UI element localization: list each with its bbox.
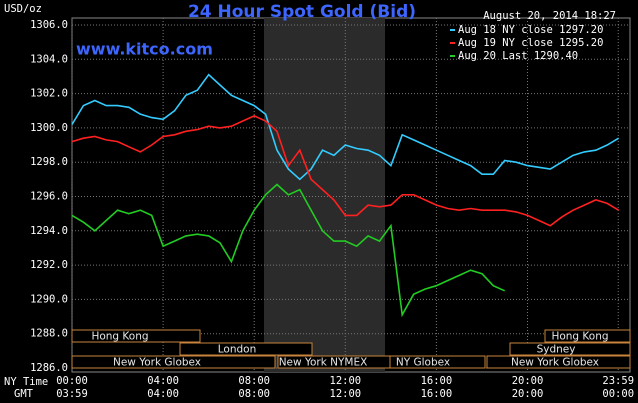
x2-tick-label: 20:00	[512, 388, 544, 400]
chart-title: 24 Hour Spot Gold (Bid)	[188, 2, 416, 22]
session-box	[71, 329, 201, 343]
session-label: NY Globex	[396, 357, 450, 369]
x-tick-label: 00:00	[56, 375, 88, 387]
y-tick-label: 1302.0	[30, 88, 68, 100]
session-box	[544, 329, 631, 343]
x2-tick-label: 12:00	[330, 388, 362, 400]
sessions: Hong Kong London New York Globex New Yor…	[71, 329, 631, 369]
session-label: Hong Kong	[551, 331, 608, 343]
x-tick-label: 12:00	[330, 375, 362, 387]
y-tick-label: 1292.0	[30, 259, 68, 271]
y-tick-label: 1306.0	[30, 19, 68, 31]
x-tick-label: 23:59	[602, 375, 634, 387]
session-box	[389, 355, 486, 369]
x2-tick-label: 00:00	[602, 388, 634, 400]
y-tick-label: 1304.0	[30, 53, 68, 65]
session-box	[486, 355, 631, 369]
y-tick-label: 1294.0	[30, 225, 68, 237]
session-label: New York NYMEX	[279, 357, 368, 369]
price-line	[71, 183, 506, 318]
watermark: www.kitco.com	[76, 40, 213, 59]
legend-label: Aug 19 NY close 1295.20	[458, 37, 603, 49]
y-tick-label: 1296.0	[30, 191, 68, 203]
session-label: New York Globex	[511, 357, 599, 369]
nymex-session-shade	[264, 18, 385, 372]
x2-tick-label: 16:00	[421, 388, 453, 400]
y-tick-label: 1300.0	[30, 122, 68, 134]
x-tick-label: 08:00	[238, 375, 270, 387]
y-axis-label: USD/oz	[4, 3, 42, 15]
x2-tick-label: 08:00	[238, 388, 270, 400]
x2-tick-label: 04:00	[147, 388, 179, 400]
session-label: New York Globex	[113, 357, 201, 369]
session-label: London	[218, 344, 257, 356]
lines	[71, 73, 620, 318]
x2-tick-label: 03:59	[56, 388, 88, 400]
price-line	[71, 73, 620, 181]
session-box	[179, 342, 313, 356]
y-tick-label: 1288.0	[30, 328, 68, 340]
x-axis-row-label: GMT	[14, 388, 34, 400]
x-tick-label: 20:00	[512, 375, 544, 387]
y-tick-label: 1290.0	[30, 293, 68, 305]
x-tick-label: 16:00	[421, 375, 453, 387]
session-label: Sydney	[537, 344, 576, 356]
legend-label: Aug 20 Last 1290.40	[458, 50, 578, 62]
session-box	[509, 342, 631, 356]
y-tick-label: 1286.0	[30, 362, 68, 374]
legend-label: Aug 18 NY close 1297.20	[458, 24, 603, 36]
session-label: Hong Kong	[91, 331, 148, 343]
timestamp: August 20, 2014 18:27	[483, 10, 616, 22]
y-tick-label: 1298.0	[30, 156, 68, 168]
x-tick-label: 04:00	[147, 375, 179, 387]
session-box	[71, 355, 276, 369]
price-line	[71, 115, 620, 227]
x-axis-row-label: NY Time	[4, 376, 48, 388]
